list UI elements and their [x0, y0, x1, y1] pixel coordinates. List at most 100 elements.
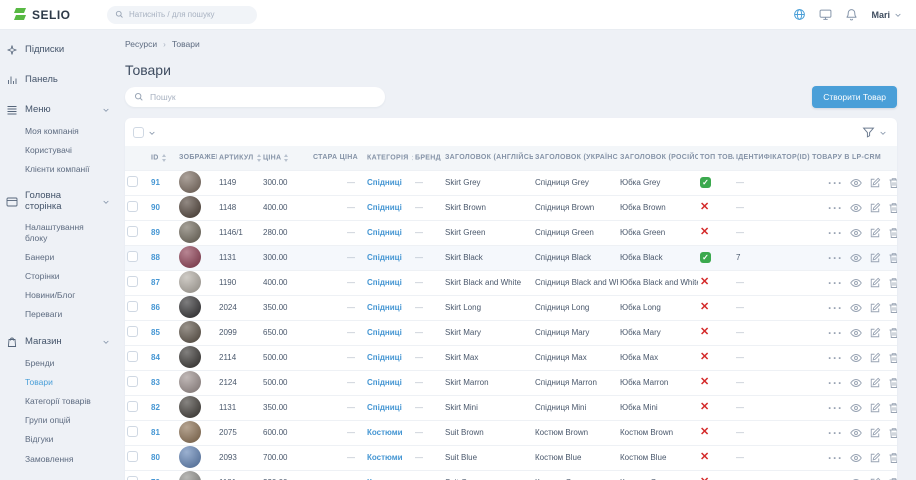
row-checkbox[interactable] — [127, 301, 138, 313]
view-button[interactable] — [850, 377, 862, 389]
edit-button[interactable] — [869, 202, 881, 214]
edit-button[interactable] — [869, 302, 881, 314]
sidebar-item-відгуки[interactable]: Відгуки — [25, 434, 54, 445]
sidebar-section-4[interactable]: Магазин — [4, 330, 114, 354]
sidebar-section-1[interactable]: Панель — [4, 68, 114, 92]
product-id-link[interactable]: 79 — [151, 478, 160, 480]
product-id-link[interactable]: 86 — [151, 303, 160, 313]
row-checkbox[interactable] — [127, 251, 138, 263]
edit-button[interactable] — [869, 352, 881, 364]
row-checkbox[interactable] — [127, 476, 138, 480]
product-image[interactable] — [179, 271, 201, 293]
delete-button[interactable] — [888, 177, 897, 189]
column-header-2[interactable]: АРТИКУЛ — [217, 146, 261, 171]
delete-button[interactable] — [888, 452, 897, 464]
edit-button[interactable] — [869, 227, 881, 239]
product-id-link[interactable]: 82 — [151, 403, 160, 413]
select-all-checkbox[interactable] — [133, 127, 144, 138]
category-link[interactable]: Спідниці — [367, 228, 402, 238]
desktop-icon[interactable] — [819, 8, 832, 21]
view-button[interactable] — [850, 177, 862, 189]
view-button[interactable] — [850, 277, 862, 289]
category-link[interactable]: Спідниці — [367, 378, 402, 388]
sidebar-item-сторінки[interactable]: Сторінки — [25, 271, 60, 282]
delete-button[interactable] — [888, 477, 897, 480]
product-id-link[interactable]: 83 — [151, 378, 160, 388]
product-id-link[interactable]: 88 — [151, 253, 160, 263]
delete-button[interactable] — [888, 227, 897, 239]
category-link[interactable]: Спідниці — [367, 403, 402, 413]
edit-button[interactable] — [869, 252, 881, 264]
product-id-link[interactable]: 87 — [151, 278, 160, 288]
sort-icon[interactable] — [284, 154, 289, 162]
edit-button[interactable] — [869, 452, 881, 464]
table-search-input[interactable] — [150, 92, 360, 102]
sidebar-item-новини-блог[interactable]: Новини/Блог — [25, 290, 76, 301]
product-id-link[interactable]: 80 — [151, 453, 160, 463]
view-button[interactable] — [850, 427, 862, 439]
column-header-3[interactable]: ЦІНА — [261, 146, 311, 171]
product-image[interactable] — [179, 296, 201, 318]
create-product-button[interactable]: Створити Товар — [812, 86, 897, 108]
row-checkbox[interactable] — [127, 351, 138, 363]
row-menu-button[interactable]: ··· — [828, 225, 843, 240]
sidebar-item-користувачі[interactable]: Користувачі — [25, 145, 72, 156]
product-image[interactable] — [179, 371, 201, 393]
row-checkbox[interactable] — [127, 426, 138, 438]
global-search[interactable] — [107, 5, 257, 24]
edit-button[interactable] — [869, 277, 881, 289]
category-link[interactable]: Костюми — [367, 478, 403, 480]
product-image[interactable] — [179, 221, 201, 243]
product-image[interactable] — [179, 346, 201, 368]
breadcrumb-resources[interactable]: Ресурси — [125, 39, 158, 49]
product-image[interactable] — [179, 471, 201, 480]
delete-button[interactable] — [888, 202, 897, 214]
row-menu-button[interactable]: ··· — [828, 425, 843, 440]
category-link[interactable]: Костюми — [367, 453, 403, 463]
sidebar-section-5[interactable]: Налаштування — [4, 475, 114, 480]
product-id-link[interactable]: 81 — [151, 428, 160, 438]
sidebar-item-переваги[interactable]: Переваги — [25, 309, 63, 320]
row-menu-button[interactable]: ··· — [828, 275, 843, 290]
product-id-link[interactable]: 85 — [151, 328, 160, 338]
product-image[interactable] — [179, 396, 201, 418]
row-menu-button[interactable]: ··· — [828, 325, 843, 340]
category-link[interactable]: Спідниці — [367, 328, 402, 338]
sidebar-item-клієнти-компанії[interactable]: Клієнти компанії — [25, 164, 90, 175]
product-image[interactable] — [179, 246, 201, 268]
row-checkbox[interactable] — [127, 176, 138, 188]
product-image[interactable] — [179, 171, 201, 193]
column-header-6[interactable]: БРЕНД — [413, 146, 443, 171]
view-button[interactable] — [850, 227, 862, 239]
user-menu[interactable]: Mari — [871, 10, 902, 20]
product-image[interactable] — [179, 196, 201, 218]
sidebar-section-0[interactable]: Підписки — [4, 38, 114, 62]
column-header-5[interactable]: КАТЕГОРІЯ — [365, 146, 413, 171]
row-menu-button[interactable]: ··· — [828, 250, 843, 265]
sidebar-section-3[interactable]: Головна сторінка — [4, 185, 114, 218]
select-all-control[interactable] — [133, 127, 156, 138]
delete-button[interactable] — [888, 427, 897, 439]
edit-button[interactable] — [869, 402, 881, 414]
category-link[interactable]: Спідниці — [367, 278, 402, 288]
category-link[interactable]: Спідниці — [367, 303, 402, 313]
filter-control[interactable] — [862, 126, 887, 139]
row-checkbox[interactable] — [127, 376, 138, 388]
delete-button[interactable] — [888, 277, 897, 289]
category-link[interactable]: Спідниці — [367, 203, 402, 213]
row-menu-button[interactable]: ··· — [828, 400, 843, 415]
view-button[interactable] — [850, 452, 862, 464]
edit-button[interactable] — [869, 177, 881, 189]
category-link[interactable]: Костюми — [367, 428, 403, 438]
row-checkbox[interactable] — [127, 201, 138, 213]
column-header-0[interactable]: ID — [149, 146, 177, 171]
category-link[interactable]: Спідниці — [367, 253, 402, 263]
view-button[interactable] — [850, 202, 862, 214]
edit-button[interactable] — [869, 377, 881, 389]
category-link[interactable]: Спідниці — [367, 353, 402, 363]
row-checkbox[interactable] — [127, 326, 138, 338]
sidebar-item-категорії-товарів[interactable]: Категорії товарів — [25, 396, 91, 407]
notifications-bell-icon[interactable] — [845, 8, 858, 21]
sidebar-item-замовлення[interactable]: Замовлення — [25, 453, 74, 464]
sidebar-section-2[interactable]: Меню — [4, 98, 114, 122]
